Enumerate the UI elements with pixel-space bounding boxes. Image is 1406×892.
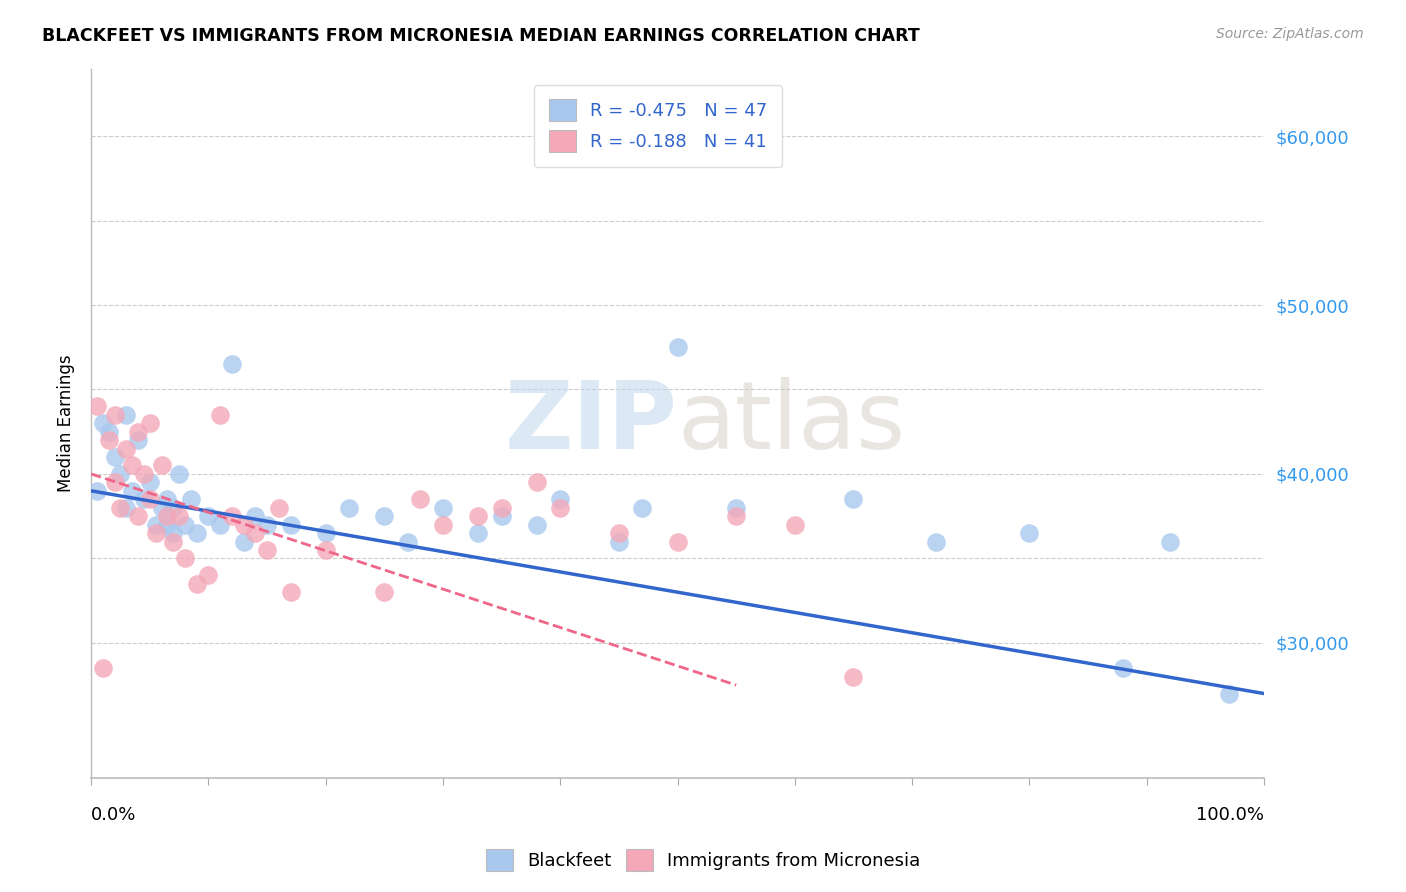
Text: BLACKFEET VS IMMIGRANTS FROM MICRONESIA MEDIAN EARNINGS CORRELATION CHART: BLACKFEET VS IMMIGRANTS FROM MICRONESIA … bbox=[42, 27, 920, 45]
Point bbox=[526, 517, 548, 532]
Point bbox=[145, 526, 167, 541]
Point bbox=[221, 357, 243, 371]
Point bbox=[924, 534, 946, 549]
Point bbox=[607, 526, 630, 541]
Point bbox=[526, 475, 548, 490]
Point bbox=[280, 585, 302, 599]
Point bbox=[631, 500, 654, 515]
Point bbox=[167, 467, 190, 481]
Point bbox=[121, 458, 143, 473]
Point bbox=[842, 670, 865, 684]
Point bbox=[1159, 534, 1181, 549]
Point bbox=[337, 500, 360, 515]
Point bbox=[232, 517, 254, 532]
Point bbox=[97, 433, 120, 447]
Point bbox=[156, 509, 179, 524]
Legend: Blackfeet, Immigrants from Micronesia: Blackfeet, Immigrants from Micronesia bbox=[478, 842, 928, 879]
Point bbox=[221, 509, 243, 524]
Point bbox=[180, 492, 202, 507]
Point bbox=[104, 408, 127, 422]
Point bbox=[842, 492, 865, 507]
Point bbox=[666, 534, 689, 549]
Point bbox=[491, 509, 513, 524]
Point bbox=[1018, 526, 1040, 541]
Text: Source: ZipAtlas.com: Source: ZipAtlas.com bbox=[1216, 27, 1364, 41]
Point bbox=[315, 526, 337, 541]
Point bbox=[256, 517, 278, 532]
Point bbox=[267, 500, 290, 515]
Point bbox=[156, 517, 179, 532]
Point bbox=[373, 585, 395, 599]
Point bbox=[162, 526, 184, 541]
Point bbox=[315, 543, 337, 558]
Point bbox=[121, 483, 143, 498]
Point bbox=[150, 458, 173, 473]
Point bbox=[139, 475, 162, 490]
Point bbox=[110, 467, 132, 481]
Point bbox=[86, 400, 108, 414]
Point bbox=[115, 442, 138, 456]
Text: ZIP: ZIP bbox=[505, 377, 678, 469]
Point bbox=[245, 509, 267, 524]
Text: atlas: atlas bbox=[678, 377, 905, 469]
Point bbox=[209, 408, 232, 422]
Legend: R = -0.475   N = 47, R = -0.188   N = 41: R = -0.475 N = 47, R = -0.188 N = 41 bbox=[534, 85, 782, 167]
Point bbox=[110, 500, 132, 515]
Point bbox=[1112, 661, 1135, 675]
Point bbox=[186, 576, 208, 591]
Point bbox=[197, 509, 219, 524]
Point bbox=[432, 517, 454, 532]
Point bbox=[174, 517, 197, 532]
Point bbox=[245, 526, 267, 541]
Point bbox=[432, 500, 454, 515]
Point bbox=[115, 408, 138, 422]
Point bbox=[127, 425, 149, 439]
Point bbox=[91, 417, 114, 431]
Point bbox=[467, 526, 489, 541]
Point bbox=[162, 534, 184, 549]
Point bbox=[197, 568, 219, 582]
Point bbox=[1218, 687, 1240, 701]
Point bbox=[104, 475, 127, 490]
Point bbox=[115, 500, 138, 515]
Point bbox=[232, 534, 254, 549]
Point bbox=[139, 492, 162, 507]
Point bbox=[97, 425, 120, 439]
Point bbox=[86, 483, 108, 498]
Point bbox=[548, 492, 571, 507]
Point bbox=[156, 492, 179, 507]
Point bbox=[186, 526, 208, 541]
Point bbox=[104, 450, 127, 464]
Point bbox=[150, 500, 173, 515]
Point bbox=[127, 433, 149, 447]
Point bbox=[783, 517, 806, 532]
Point bbox=[467, 509, 489, 524]
Y-axis label: Median Earnings: Median Earnings bbox=[58, 354, 75, 492]
Point bbox=[607, 534, 630, 549]
Point bbox=[666, 340, 689, 354]
Point bbox=[373, 509, 395, 524]
Point bbox=[491, 500, 513, 515]
Point bbox=[132, 467, 155, 481]
Point bbox=[280, 517, 302, 532]
Point bbox=[548, 500, 571, 515]
Point bbox=[162, 500, 184, 515]
Point bbox=[408, 492, 430, 507]
Point bbox=[174, 551, 197, 566]
Point bbox=[145, 517, 167, 532]
Point bbox=[256, 543, 278, 558]
Point bbox=[725, 509, 748, 524]
Point bbox=[725, 500, 748, 515]
Point bbox=[132, 492, 155, 507]
Point bbox=[209, 517, 232, 532]
Point bbox=[139, 417, 162, 431]
Point bbox=[91, 661, 114, 675]
Point bbox=[396, 534, 419, 549]
Point bbox=[167, 509, 190, 524]
Point bbox=[127, 509, 149, 524]
Text: 0.0%: 0.0% bbox=[91, 806, 136, 824]
Text: 100.0%: 100.0% bbox=[1197, 806, 1264, 824]
